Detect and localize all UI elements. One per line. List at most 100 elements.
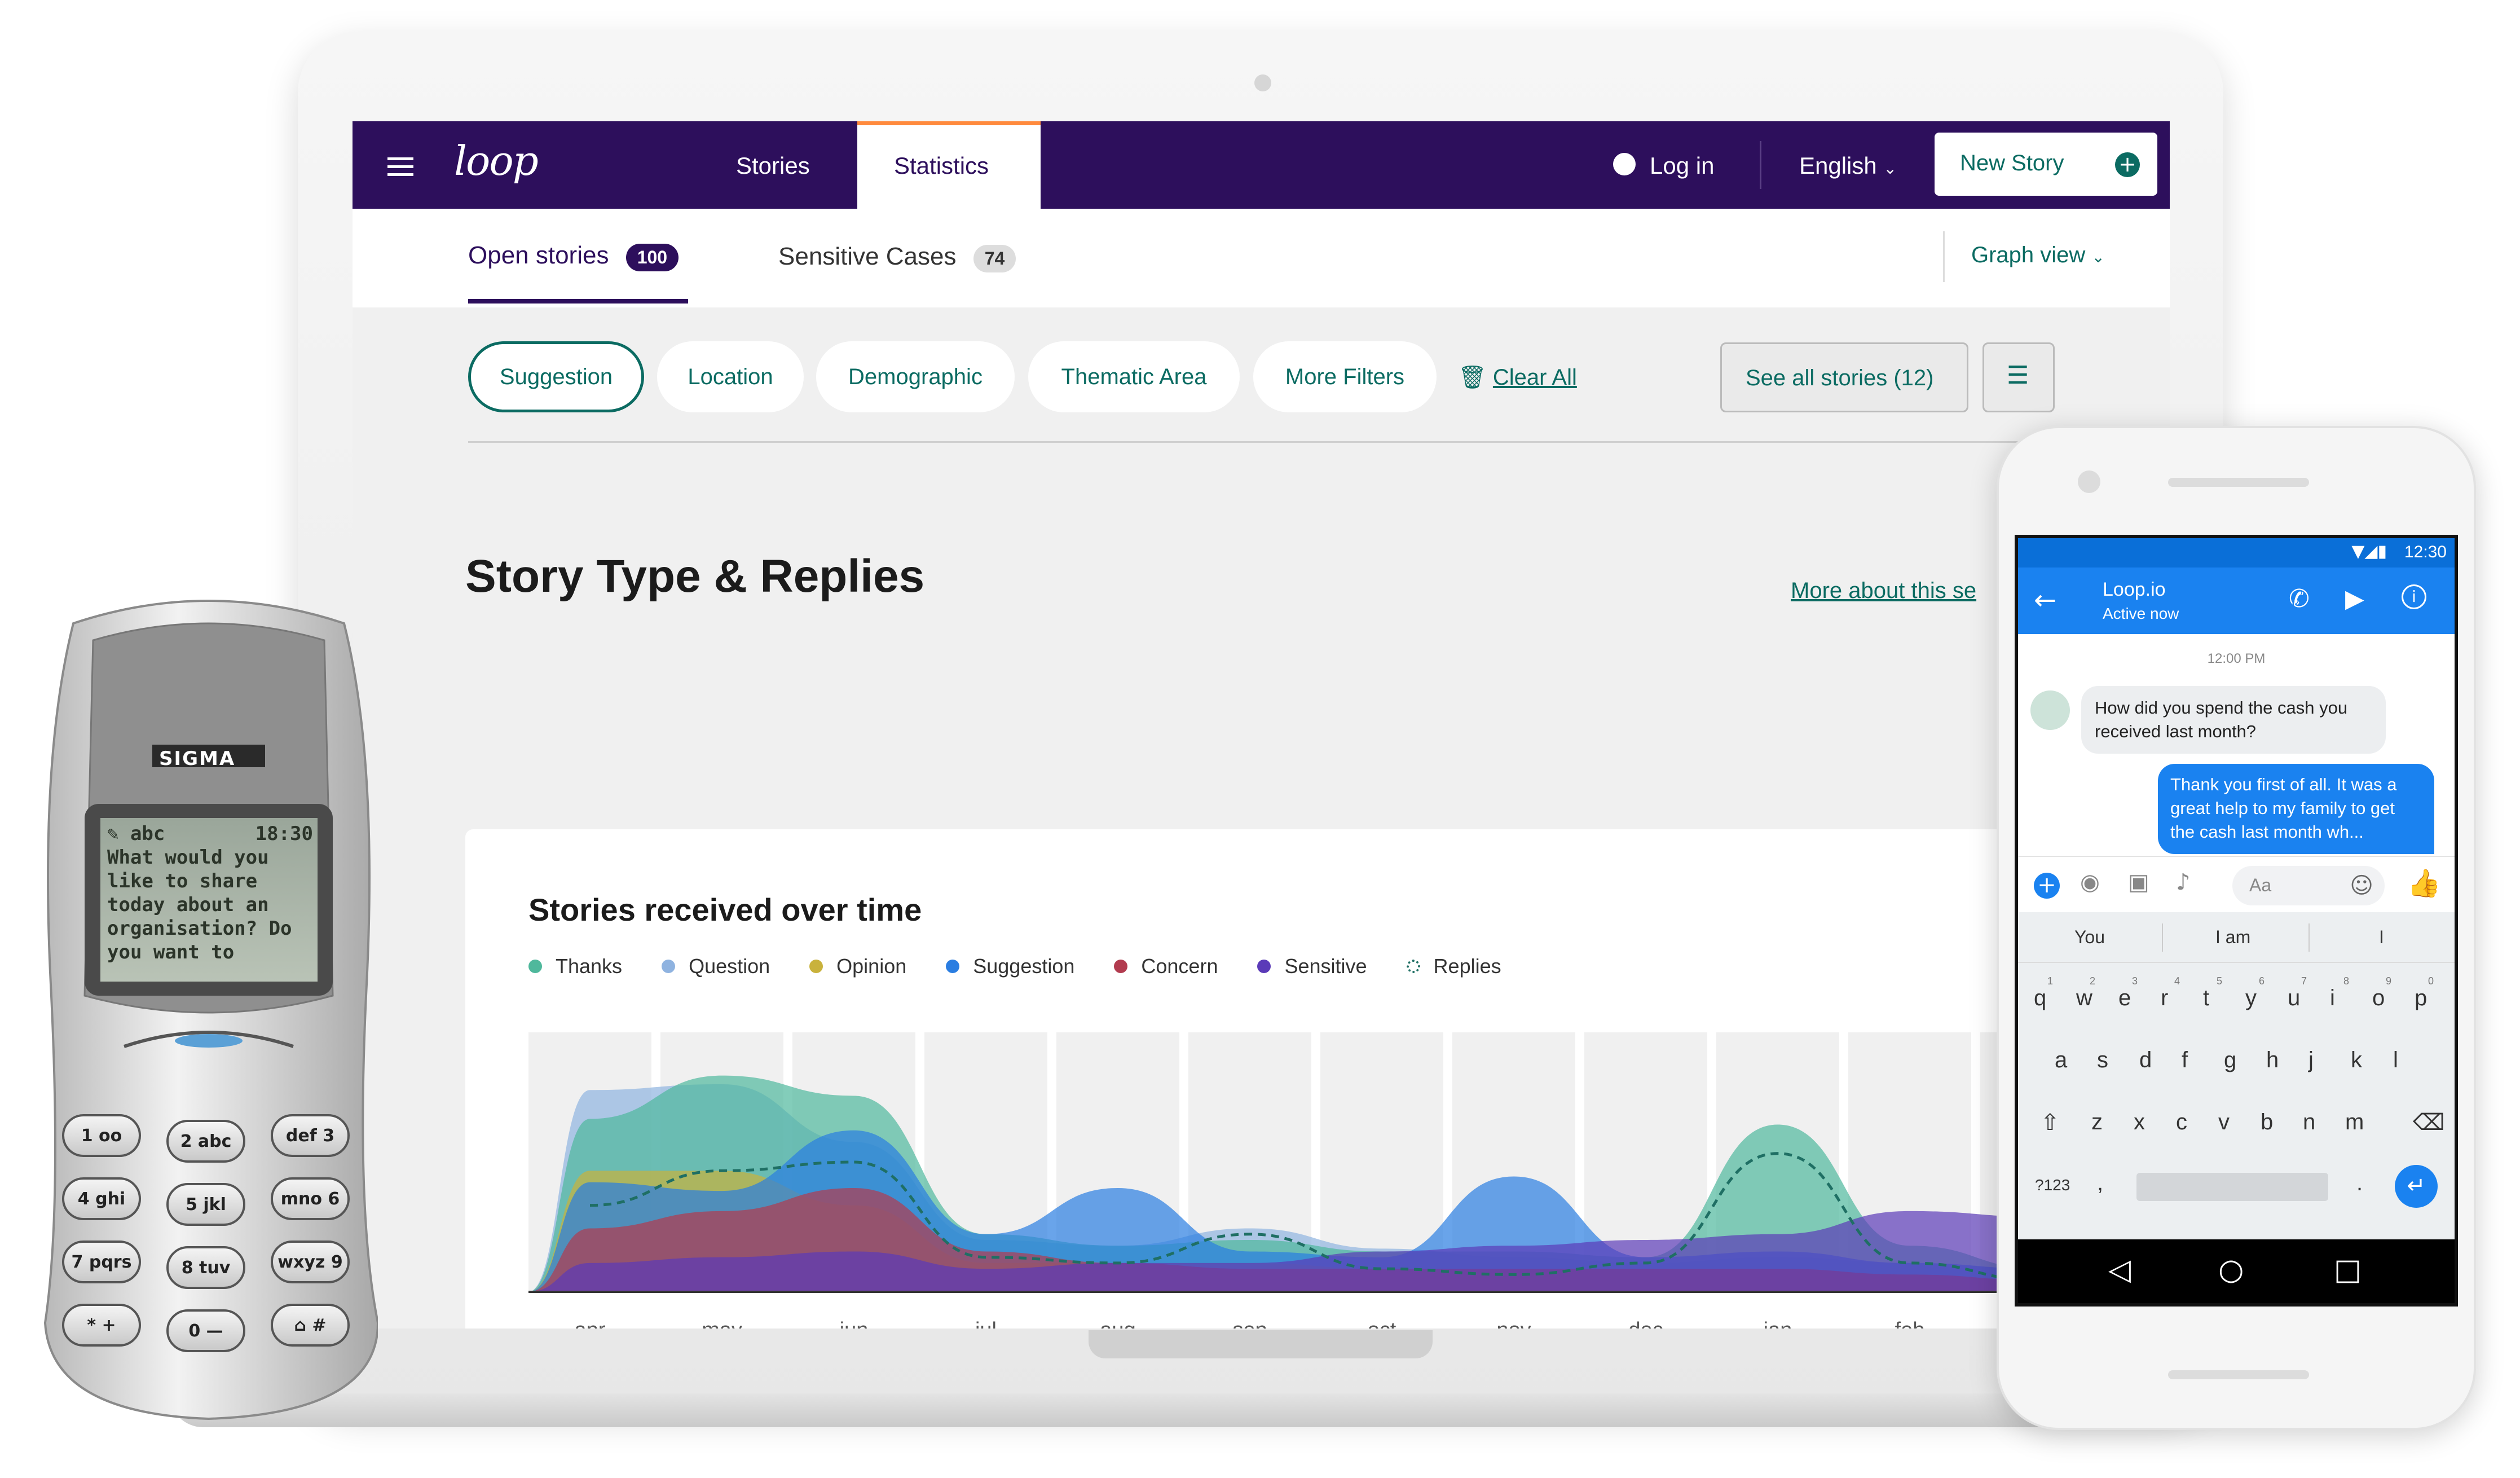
key-l[interactable]: l xyxy=(2393,1048,2398,1072)
shift-icon[interactable]: ⇧ xyxy=(2041,1110,2060,1135)
back-nav-icon[interactable]: ◁ xyxy=(2108,1253,2131,1287)
keypad-key[interactable]: ⌂ # xyxy=(271,1304,350,1347)
key-q[interactable]: q xyxy=(2034,986,2047,1010)
emoji-icon[interactable]: ☺ xyxy=(2350,873,2373,899)
key-x[interactable]: x xyxy=(2134,1110,2145,1134)
message-input[interactable]: Aa ☺ xyxy=(2232,866,2385,905)
open-count-badge: 100 xyxy=(625,244,679,271)
key-m[interactable]: m xyxy=(2345,1110,2364,1134)
key-p[interactable]: p xyxy=(2415,986,2428,1010)
legend-item[interactable]: Suggestion xyxy=(946,954,1074,978)
tab-stories[interactable]: Stories xyxy=(736,152,810,179)
key-v[interactable]: v xyxy=(2218,1110,2230,1134)
incoming-message: How did you spend the cash you received … xyxy=(2081,686,2386,754)
filter-location[interactable]: Location xyxy=(657,341,804,412)
clear-all-link[interactable]: 🗑 Clear All xyxy=(1458,364,1577,390)
back-arrow-icon[interactable]: ← xyxy=(2034,584,2057,616)
legend-item[interactable]: Opinion xyxy=(809,954,906,978)
key-u[interactable]: u xyxy=(2288,986,2301,1010)
tab-open-stories[interactable]: Open stories 100 xyxy=(468,241,679,271)
home-nav-icon[interactable]: ○ xyxy=(2218,1253,2244,1287)
key-o[interactable]: o xyxy=(2372,986,2385,1010)
menu-icon[interactable] xyxy=(387,152,413,181)
keypad-key[interactable]: mno 6 xyxy=(271,1177,350,1220)
video-icon[interactable]: ▶ xyxy=(2345,584,2364,613)
info-icon[interactable]: i xyxy=(2402,584,2426,609)
legend-swatch xyxy=(809,960,823,973)
legend-item[interactable]: Concern xyxy=(1114,954,1218,978)
key-z[interactable]: z xyxy=(2091,1110,2103,1134)
suggestion-1[interactable]: You xyxy=(2074,927,2105,947)
key-h[interactable]: h xyxy=(2266,1048,2279,1072)
backspace-icon[interactable]: ⌫ xyxy=(2413,1110,2445,1135)
key-b[interactable]: b xyxy=(2261,1110,2274,1134)
key-c[interactable]: c xyxy=(2176,1110,2187,1134)
suggestion-2[interactable]: I am xyxy=(2215,927,2251,947)
nav-divider xyxy=(1760,141,1761,189)
legend-item[interactable]: Thanks xyxy=(528,954,622,978)
new-story-button[interactable]: New Story + xyxy=(1935,133,2157,196)
key-k[interactable]: k xyxy=(2351,1048,2362,1072)
status-time: 12:30 xyxy=(2404,543,2447,561)
key-r[interactable]: r xyxy=(2161,986,2169,1010)
keypad-key[interactable]: 2 abc xyxy=(166,1120,245,1163)
filter-demographic[interactable]: Demographic xyxy=(816,341,1015,412)
symbols-key[interactable]: ?123 xyxy=(2035,1176,2070,1194)
legend-item[interactable]: Question xyxy=(662,954,770,978)
suggestion-3[interactable]: I xyxy=(2379,927,2384,947)
more-about-link[interactable]: More about this se xyxy=(1791,578,1977,603)
keypad-key[interactable]: 7 pqrs xyxy=(62,1241,141,1283)
keypad-key[interactable]: def 3 xyxy=(271,1114,350,1157)
legend-item[interactable]: Sensitive xyxy=(1257,954,1367,978)
list-view-button[interactable]: ☰ xyxy=(1982,342,2055,412)
space-bar[interactable] xyxy=(2136,1173,2328,1201)
filter-suggestion[interactable]: Suggestion xyxy=(468,341,644,412)
enter-icon[interactable]: ↵ xyxy=(2395,1165,2438,1208)
keypad-key[interactable]: * + xyxy=(62,1304,141,1347)
key-n[interactable]: n xyxy=(2303,1110,2316,1134)
series-sensitive xyxy=(528,1211,2061,1292)
period-key[interactable]: . xyxy=(2356,1171,2363,1195)
filter-more-filters[interactable]: More Filters xyxy=(1253,341,1437,412)
key-t[interactable]: t xyxy=(2203,986,2210,1010)
key-e[interactable]: e xyxy=(2118,986,2131,1010)
see-all-stories-button[interactable]: See all stories (12) xyxy=(1720,342,1968,412)
suggestion-divider xyxy=(2308,923,2310,952)
key-j[interactable]: j xyxy=(2308,1048,2314,1072)
keypad-key[interactable]: wxyz 9 xyxy=(271,1241,350,1283)
key-f[interactable]: f xyxy=(2182,1048,2188,1072)
keypad-key[interactable]: 1 ᴏᴏ xyxy=(62,1114,141,1157)
mic-icon[interactable]: ♪ xyxy=(2176,869,2191,895)
keypad-key[interactable]: 0 — xyxy=(166,1309,245,1352)
keypad: 1 ᴏᴏ 2 abc def 3 4 ghi 5 jkl mno 6 7 pqrs 8 tuv… xyxy=(62,1114,355,1396)
key-y[interactable]: y xyxy=(2245,986,2257,1010)
camera-icon[interactable]: ◉ xyxy=(2080,869,2100,895)
keypad-key[interactable]: 8 tuv xyxy=(166,1246,245,1289)
key-a[interactable]: a xyxy=(2055,1048,2068,1072)
filter-thematic-area[interactable]: Thematic Area xyxy=(1028,341,1240,412)
tab-sensitive-cases[interactable]: Sensitive Cases 74 xyxy=(778,243,1016,272)
key-g[interactable]: g xyxy=(2224,1048,2237,1072)
login-link[interactable]: Log in xyxy=(1650,152,1715,179)
phone-icon[interactable]: ✆ xyxy=(2289,584,2310,613)
key-number-hint: 2 xyxy=(2090,975,2096,987)
key-s[interactable]: s xyxy=(2097,1048,2108,1072)
recents-nav-icon[interactable]: □ xyxy=(2334,1253,2362,1287)
message-timestamp: 12:00 PM xyxy=(2207,651,2266,666)
key-d[interactable]: d xyxy=(2139,1048,2152,1072)
image-icon[interactable]: ▣ xyxy=(2128,869,2149,895)
x-tick-label: dec xyxy=(1628,1318,1663,1329)
key-w[interactable]: w xyxy=(2076,986,2092,1010)
comma-key[interactable]: , xyxy=(2097,1171,2104,1195)
tab-statistics[interactable]: Statistics xyxy=(857,121,1041,209)
thumbs-up-icon[interactable]: 👍 xyxy=(2407,868,2441,899)
legend-swatch xyxy=(662,960,676,973)
language-select[interactable]: English ⌄ xyxy=(1799,152,1897,179)
keypad-key[interactable]: 4 ghi xyxy=(62,1177,141,1220)
plus-icon[interactable]: + xyxy=(2034,873,2060,899)
key-i[interactable]: i xyxy=(2330,986,2335,1010)
graph-view-select[interactable]: Graph view ⌄ xyxy=(1971,243,2105,268)
clear-all-label: Clear All xyxy=(1492,365,1577,390)
legend-item[interactable]: Replies xyxy=(1406,954,1501,978)
keypad-key[interactable]: 5 jkl xyxy=(166,1183,245,1226)
